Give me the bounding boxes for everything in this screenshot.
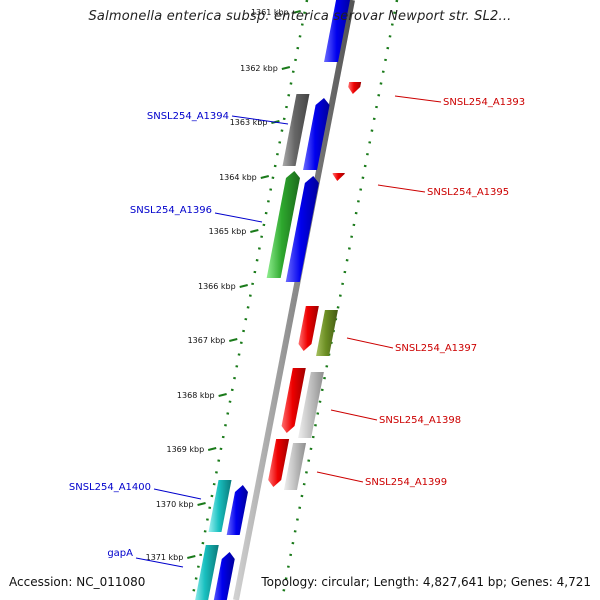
gene-labels: SNSL254_A1393 SNSL254_A1394 SNSL254_A1395 S… bbox=[69, 95, 525, 568]
cds-red-1397[interactable] bbox=[298, 306, 319, 351]
kbp-tick-mark bbox=[250, 229, 259, 233]
inner-tick-ring bbox=[190, 0, 309, 600]
cds-blue-top[interactable] bbox=[324, 0, 352, 62]
feature-gray-1394[interactable] bbox=[282, 94, 310, 166]
feature-green-1396[interactable] bbox=[266, 171, 300, 278]
gene-label[interactable]: gapA bbox=[107, 548, 133, 559]
kbp-tick-mark bbox=[229, 338, 238, 342]
gene-label-leader-line bbox=[231, 115, 289, 125]
gene-label-leader-line bbox=[394, 95, 442, 103]
feature-olive-1397[interactable] bbox=[316, 310, 338, 356]
cds-red-1393[interactable] bbox=[348, 82, 362, 94]
gene-label-leader-line bbox=[377, 184, 426, 193]
cds-red-1399[interactable] bbox=[268, 439, 290, 487]
genome-backbone bbox=[233, 0, 355, 600]
kbp-tick-label: 1363 kbp bbox=[230, 118, 268, 127]
kbp-tick-mark bbox=[218, 393, 227, 397]
gene-label-leader-line bbox=[214, 212, 263, 223]
gene-label[interactable]: SNSL254_A1395 bbox=[427, 187, 509, 198]
kbp-tick-label: 1364 kbp bbox=[219, 173, 257, 182]
gene-label-leader-line bbox=[330, 409, 378, 421]
cds-blue-1400[interactable] bbox=[226, 485, 248, 535]
gene-features bbox=[193, 0, 362, 600]
kbp-tick-label: 1368 kbp bbox=[177, 391, 215, 400]
kbp-tick-label: 1369 kbp bbox=[166, 445, 204, 454]
genome-summary-text: Topology: circular; Length: 4,827,641 bp… bbox=[261, 575, 591, 589]
gene-label[interactable]: SNSL254_A1394 bbox=[147, 111, 229, 122]
kbp-tick-label: 1365 kbp bbox=[209, 227, 247, 236]
cds-red-1395[interactable] bbox=[332, 173, 345, 181]
cds-blue-1394[interactable] bbox=[303, 98, 330, 170]
kbp-tick-label: 1366 kbp bbox=[198, 282, 236, 291]
gene-label-leader-line bbox=[153, 488, 202, 500]
cds-blue-1396[interactable] bbox=[285, 176, 319, 282]
kbp-tick-label: 1371 kbp bbox=[146, 553, 184, 562]
kbp-tick-mark bbox=[260, 175, 270, 179]
kbp-tick-mark bbox=[207, 447, 217, 451]
kbp-tick-mark bbox=[239, 284, 248, 288]
kbp-tick-mark bbox=[197, 502, 206, 506]
feature-gray-1398[interactable] bbox=[298, 372, 324, 438]
kbp-tick-label: 1367 kbp bbox=[188, 336, 226, 345]
kbp-tick-label: 1361 kbp bbox=[251, 8, 289, 17]
gene-label-leader-line bbox=[135, 557, 184, 568]
feature-gray-1399[interactable] bbox=[283, 443, 307, 490]
gene-label[interactable]: SNSL254_A1397 bbox=[395, 343, 477, 354]
kbp-tick-mark bbox=[292, 10, 301, 14]
kbp-scale: 1361 kbp 1362 kbp 1363 kbp 1364 kbp 1365 kbp… bbox=[146, 8, 301, 562]
cds-blue-gapA[interactable] bbox=[212, 552, 235, 600]
gene-label[interactable]: SNSL254_A1398 bbox=[379, 415, 461, 426]
map-title: Salmonella enterica subsp. enterica sero… bbox=[88, 9, 512, 24]
gene-label[interactable]: SNSL254_A1400 bbox=[69, 482, 151, 493]
feature-cyan-gapA[interactable] bbox=[193, 545, 219, 600]
gene-label[interactable]: SNSL254_A1393 bbox=[443, 97, 525, 108]
kbp-tick-label: 1370 kbp bbox=[156, 500, 194, 509]
gene-label[interactable]: SNSL254_A1399 bbox=[365, 477, 447, 488]
feature-cyan-1400[interactable] bbox=[208, 480, 232, 532]
accession-text: Accession: NC_011080 bbox=[9, 575, 146, 589]
gene-label[interactable]: SNSL254_A1396 bbox=[130, 205, 212, 216]
gene-label-leader-line bbox=[346, 337, 394, 349]
gene-label-leader-line bbox=[316, 471, 364, 483]
kbp-tick-mark bbox=[187, 555, 196, 559]
cds-red-1398[interactable] bbox=[281, 368, 306, 433]
kbp-tick-mark bbox=[281, 66, 291, 70]
kbp-tick-label: 1362 kbp bbox=[240, 64, 278, 73]
outer-tick-ring bbox=[280, 0, 399, 600]
